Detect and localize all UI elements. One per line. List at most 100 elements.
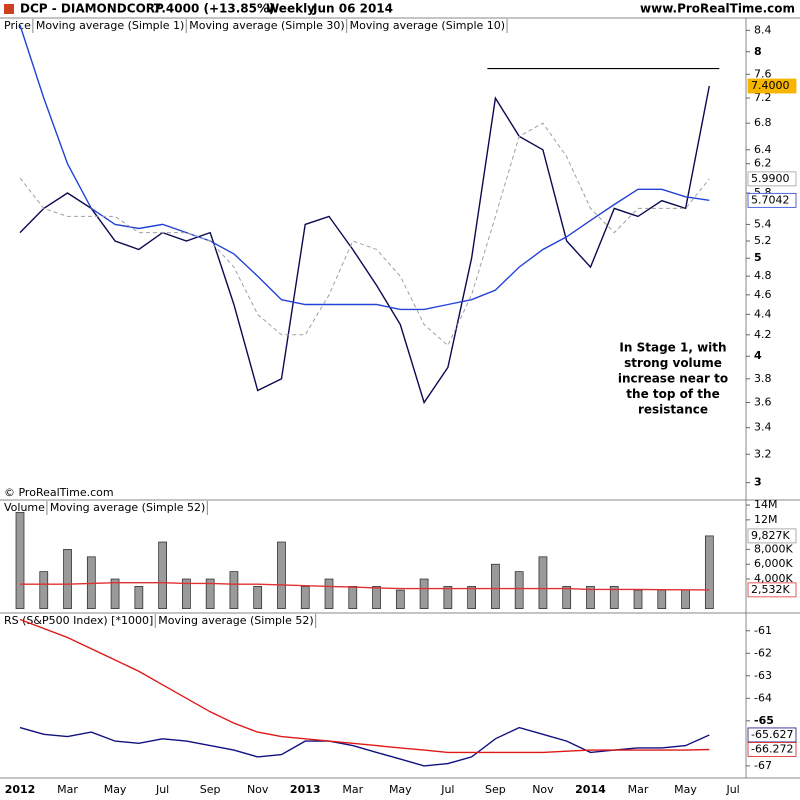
value-label: 5.7042: [751, 193, 790, 206]
volume-bar: [39, 571, 49, 609]
volume-bar: [110, 578, 120, 609]
legend-label: Price: [4, 19, 31, 32]
y-tick-label: 8,000K: [754, 542, 793, 555]
y-tick-label: 5.2: [754, 234, 772, 247]
volume-bar: [562, 586, 572, 609]
period: Weekly: [266, 2, 315, 16]
x-tick-label: 2013: [290, 783, 321, 796]
y-tick-label: 6,000K: [754, 557, 793, 570]
y-tick-label: 12M: [754, 513, 778, 526]
y-tick-label: 4: [754, 349, 762, 362]
value-label-box: [747, 742, 797, 757]
volume-bar: [467, 586, 476, 609]
volume-bar: [372, 586, 381, 609]
volume-bar: [348, 586, 358, 609]
volume-bar: [158, 541, 167, 609]
legend-entry: Moving average (Simple 52): [50, 501, 205, 514]
y-tick-label: 4.8: [754, 269, 772, 282]
volume-bar: [609, 586, 619, 609]
value-label-box: [747, 528, 797, 544]
volume-bar: [134, 586, 144, 609]
x-tick-label: May: [389, 783, 412, 796]
series-line: [19, 618, 710, 754]
value-label-box: [747, 582, 797, 598]
x-tick-label: 2014: [575, 783, 606, 796]
value-label-box: [747, 727, 797, 743]
copyright: © ProRealTime.com: [4, 486, 114, 499]
series-line: [20, 582, 710, 591]
y-tick-label: 4.6: [754, 288, 772, 301]
annotation: In Stage 1, with: [619, 341, 726, 355]
series-line: [19, 24, 710, 311]
y-tick-label: 5.4: [754, 217, 772, 230]
legend-entry: RS (S&P500 Index) [*1000]: [4, 614, 153, 627]
volume-bar: [538, 556, 548, 609]
volume-bar: [205, 578, 215, 609]
value-label-box: [747, 171, 797, 187]
x-tick-label: Mar: [342, 783, 363, 796]
y-tick-label: 4.4: [754, 307, 772, 320]
y-tick-label: -64: [754, 691, 772, 704]
y-tick-label: 7.6: [754, 67, 772, 80]
x-tick-label: May: [674, 783, 697, 796]
volume-bar: [491, 563, 500, 609]
y-tick-label: 8: [754, 45, 762, 58]
x-tick-label: Nov: [532, 783, 554, 796]
y-tick-label: 3.4: [754, 421, 772, 434]
volume-bar: [443, 586, 453, 609]
annotation: increase near to: [618, 372, 728, 386]
volume-bar: [253, 586, 263, 609]
x-tick-label: Sep: [200, 783, 221, 796]
volume-bar: [633, 589, 643, 609]
y-tick-label: -62: [754, 646, 772, 659]
header-icon: [4, 4, 14, 14]
volume-bar: [324, 578, 334, 609]
y-tick-label: -65: [754, 714, 774, 727]
y-tick-label: 8.4: [754, 23, 772, 36]
value-label: -66.272: [751, 742, 793, 755]
legend-entry: Moving average (Simple 1): [36, 19, 184, 32]
symbol: DCP - DIAMONDCORP: [20, 2, 164, 16]
y-tick-label: 4.2: [754, 328, 772, 341]
value-label: -65.627: [751, 728, 793, 741]
y-tick-label: -61: [754, 624, 772, 637]
value-label: 9,827K: [751, 529, 790, 542]
y-tick-label: 6.4: [754, 143, 772, 156]
volume-bar: [395, 589, 405, 609]
legend-entry: Moving average (Simple 10): [350, 19, 505, 32]
x-tick-label: May: [104, 783, 127, 796]
site: www.ProRealTime.com: [640, 2, 795, 16]
header-bar: [0, 0, 800, 18]
volume-bar: [300, 586, 310, 609]
y-tick-label: -67: [754, 759, 772, 772]
x-tick-label: Jul: [155, 783, 169, 796]
x-tick-label: Mar: [628, 783, 649, 796]
series-line: [19, 85, 710, 405]
volume-bar: [514, 571, 524, 609]
value-label: 5.9900: [751, 172, 790, 185]
volume-bar: [63, 549, 72, 609]
x-tick-label: Sep: [485, 783, 506, 796]
x-tick-label: Mar: [57, 783, 78, 796]
volume-bar: [182, 578, 191, 609]
date: Jun 06 2014: [312, 2, 393, 16]
volume-bar: [681, 589, 690, 609]
volume-bar: [419, 578, 429, 609]
x-tick-label: 2012: [5, 783, 36, 796]
volume-bar: [15, 512, 25, 609]
value-label-box: [747, 78, 797, 94]
y-tick-label: 6.2: [754, 157, 772, 170]
y-tick-label: 5: [754, 251, 762, 264]
legend-entry: Volume: [4, 501, 45, 514]
x-tick-label: Jul: [725, 783, 739, 796]
x-tick-label: Nov: [247, 783, 269, 796]
value-label: 7.4000: [751, 79, 790, 92]
y-tick-label: 3.8: [754, 372, 772, 385]
y-tick-label: 14M: [754, 498, 778, 511]
series-line: [19, 726, 710, 767]
y-tick-label: 3.2: [754, 447, 772, 460]
y-tick-label: 3: [754, 476, 762, 489]
legend-entry: Moving average (Simple 52): [158, 614, 313, 627]
annotation: resistance: [638, 403, 708, 417]
